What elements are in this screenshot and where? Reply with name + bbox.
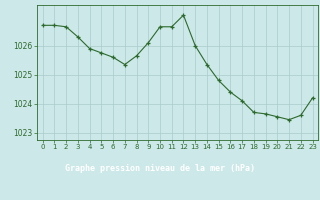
Text: Graphe pression niveau de la mer (hPa): Graphe pression niveau de la mer (hPa) — [65, 164, 255, 173]
